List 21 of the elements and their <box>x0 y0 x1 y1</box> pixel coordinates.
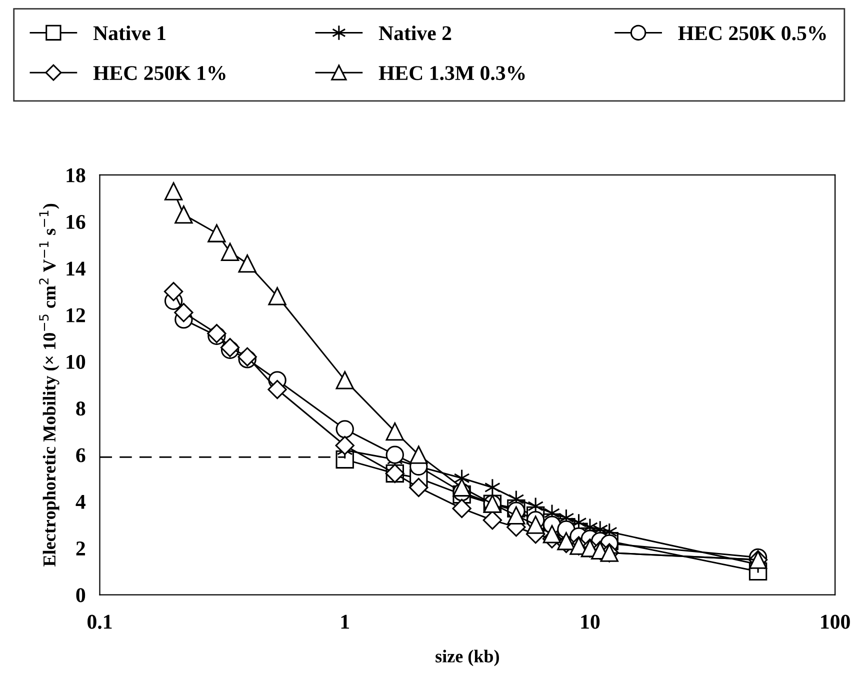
text: Electrophoretic Mobility (× 10$^{−5}$ cm$^{2}$ V$^{−1}$ s$^{−1}$) <box>39 204 60 566</box>
x-tick-label: 10 <box>581 614 600 629</box>
y-tick-label: 16 <box>66 215 86 230</box>
legend-label: HEC 1.3M 0.3% <box>378 66 525 80</box>
legend-label: HEC 250K 0.5% <box>678 26 826 40</box>
legend-label: HEC 250K 1% <box>93 66 226 80</box>
y-tick-label: 14 <box>66 262 86 276</box>
y-tick-label: 12 <box>66 308 85 322</box>
y-tick-label: 2 <box>76 542 85 556</box>
y-tick-label: 10 <box>66 354 86 369</box>
x-tick-label: 1 <box>341 614 349 629</box>
x-tick-label: 100 <box>821 614 850 629</box>
legend-label: Native 1 <box>93 26 166 40</box>
y-tick-label: 4 <box>76 494 86 509</box>
y-tick-label: 6 <box>76 448 86 462</box>
y-tick-label: 18 <box>66 168 86 182</box>
y-tick-label: 8 <box>76 402 86 416</box>
x-axis-title: size (kb) <box>436 650 499 666</box>
x-tick-label: 0.1 <box>88 614 112 629</box>
y-tick-label: 0 <box>76 588 86 602</box>
legend-label: Native 2 <box>378 26 452 40</box>
